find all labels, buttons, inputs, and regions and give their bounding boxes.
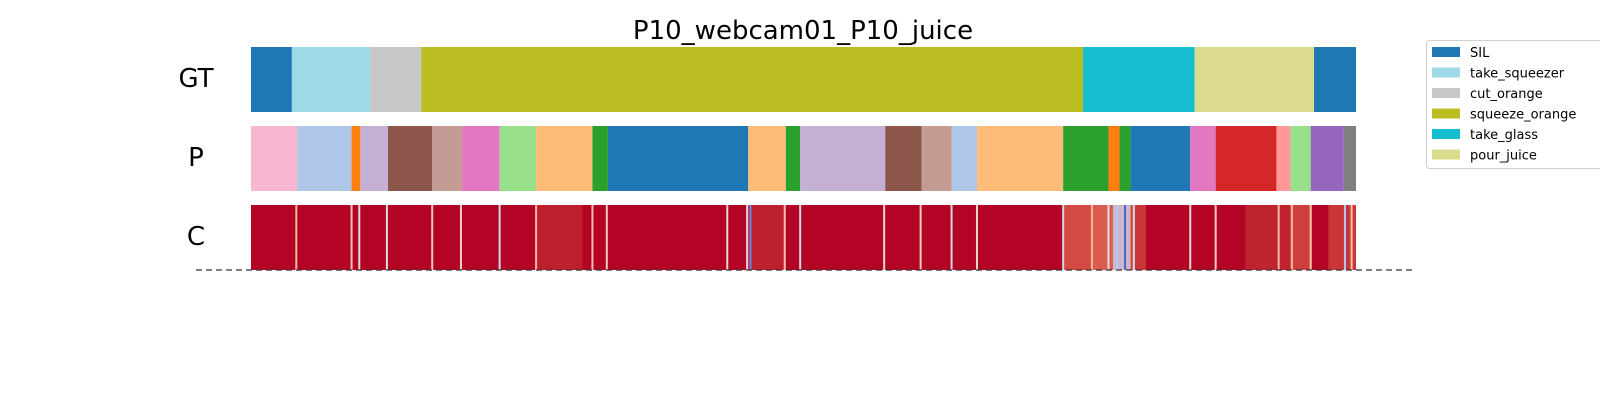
prediction-segment-26	[1310, 126, 1344, 191]
confidence-stripe-26	[1214, 205, 1217, 270]
confidence-stripe-23	[1124, 205, 1127, 270]
gt-segment-0	[251, 47, 292, 112]
prediction-segment-9	[592, 126, 608, 191]
prediction-segment-19	[1108, 126, 1120, 191]
confidence-stripe-5	[459, 205, 462, 270]
prediction-segment-6	[462, 126, 500, 191]
confidence-stripe-21	[1107, 205, 1110, 270]
confidence-region-0	[1063, 205, 1091, 270]
prediction-segment-7	[499, 126, 537, 191]
legend-swatch-2	[1432, 88, 1460, 98]
confidence-stripe-12	[749, 205, 752, 270]
confidence-stripe-0	[295, 205, 298, 270]
confidence-stripe-18	[975, 205, 978, 270]
confidence-region-8	[748, 205, 786, 270]
prediction-segment-24	[1276, 126, 1291, 191]
chart-title: P10_webcam01_P10_juice	[633, 16, 973, 46]
gt-segment-6	[1314, 47, 1356, 112]
legend-swatch-3	[1432, 108, 1460, 119]
confidence-stripe-27	[1277, 205, 1280, 270]
confidence-stripe-9	[605, 205, 608, 270]
confidence-stripe-29	[1309, 205, 1312, 270]
confidence-track	[251, 205, 1357, 270]
confidence-stripe-13	[783, 205, 786, 270]
prediction-segment-13	[800, 126, 886, 191]
confidence-stripe-11	[746, 205, 749, 270]
confidence-stripe-30	[1343, 205, 1346, 270]
legend-swatch-0	[1432, 47, 1460, 57]
legend-swatch-1	[1432, 67, 1460, 78]
confidence-stripe-20	[1090, 205, 1093, 270]
prediction-segment-16	[951, 126, 977, 191]
gt-segment-track	[251, 47, 1356, 112]
prediction-segment-track	[251, 126, 1356, 191]
prediction-segment-18	[1063, 126, 1109, 191]
legend-swatch-5	[1432, 149, 1460, 160]
confidence-stripe-24	[1132, 205, 1135, 270]
confidence-region-4	[1245, 205, 1290, 270]
prediction-segment-5	[432, 126, 463, 191]
confidence-region-7	[536, 205, 583, 270]
prediction-segment-4	[388, 126, 433, 191]
legend-frame	[1426, 40, 1600, 169]
prediction-segment-8	[536, 126, 593, 191]
confidence-stripe-1	[350, 205, 353, 270]
gt-segment-1	[291, 47, 371, 112]
confidence-stripe-19	[1062, 205, 1065, 270]
confidence-stripe-28	[1290, 205, 1293, 270]
prediction-segment-25	[1290, 126, 1311, 191]
legend-label-5: pour_juice	[1470, 149, 1537, 164]
prediction-segment-11	[748, 126, 786, 191]
prediction-segment-17	[976, 126, 1064, 191]
prediction-segment-20	[1119, 126, 1131, 191]
row-label-c: C	[187, 222, 205, 252]
prediction-segment-14	[885, 126, 922, 191]
confidence-region-5	[1289, 205, 1312, 270]
legend-swatch-4	[1432, 129, 1460, 139]
prediction-segment-23	[1215, 126, 1277, 191]
legend: SIL take_squeezer cut_orange squeeze_orange…	[1426, 40, 1600, 169]
confidence-region-2	[1112, 205, 1131, 270]
confidence-stripe-2	[358, 205, 361, 270]
prediction-segment-21	[1130, 126, 1191, 191]
gt-segment-3	[421, 47, 1084, 112]
gt-segment-5	[1194, 47, 1315, 112]
confidence-stripe-15	[883, 205, 886, 270]
gt-segment-4	[1083, 47, 1195, 112]
row-label-gt: GT	[178, 64, 213, 94]
prediction-segment-10	[607, 126, 749, 191]
prediction-segment-2	[351, 126, 361, 191]
legend-label-2: cut_orange	[1470, 87, 1543, 102]
legend-label-0: SIL	[1470, 46, 1490, 61]
confidence-stripe-8	[591, 205, 594, 270]
prediction-segment-12	[785, 126, 801, 191]
confidence-base	[251, 205, 1356, 270]
prediction-segment-1	[297, 126, 352, 191]
confidence-stripe-4	[431, 205, 434, 270]
confidence-stripe-16	[919, 205, 922, 270]
confidence-stripe-6	[498, 205, 501, 270]
row-label-p: P	[188, 143, 204, 173]
confidence-stripe-17	[950, 205, 953, 270]
gt-segment-2	[370, 47, 422, 112]
confidence-stripe-14	[799, 205, 802, 270]
confidence-stripe-7	[535, 205, 538, 270]
legend-label-3: squeeze_orange	[1470, 108, 1576, 123]
prediction-segment-0	[251, 126, 298, 191]
confidence-stripe-3	[385, 205, 388, 270]
confidence-stripe-31	[1350, 205, 1353, 270]
prediction-segment-15	[921, 126, 952, 191]
confidence-stripe-10	[726, 205, 729, 270]
confidence-stripe-22	[1116, 205, 1119, 270]
legend-label-1: take_squeezer	[1470, 67, 1565, 82]
prediction-segment-22	[1190, 126, 1216, 191]
prediction-segment-3	[360, 126, 389, 191]
prediction-segment-27	[1343, 126, 1356, 191]
confidence-stripe-25	[1189, 205, 1192, 270]
legend-label-4: take_glass	[1470, 128, 1538, 143]
